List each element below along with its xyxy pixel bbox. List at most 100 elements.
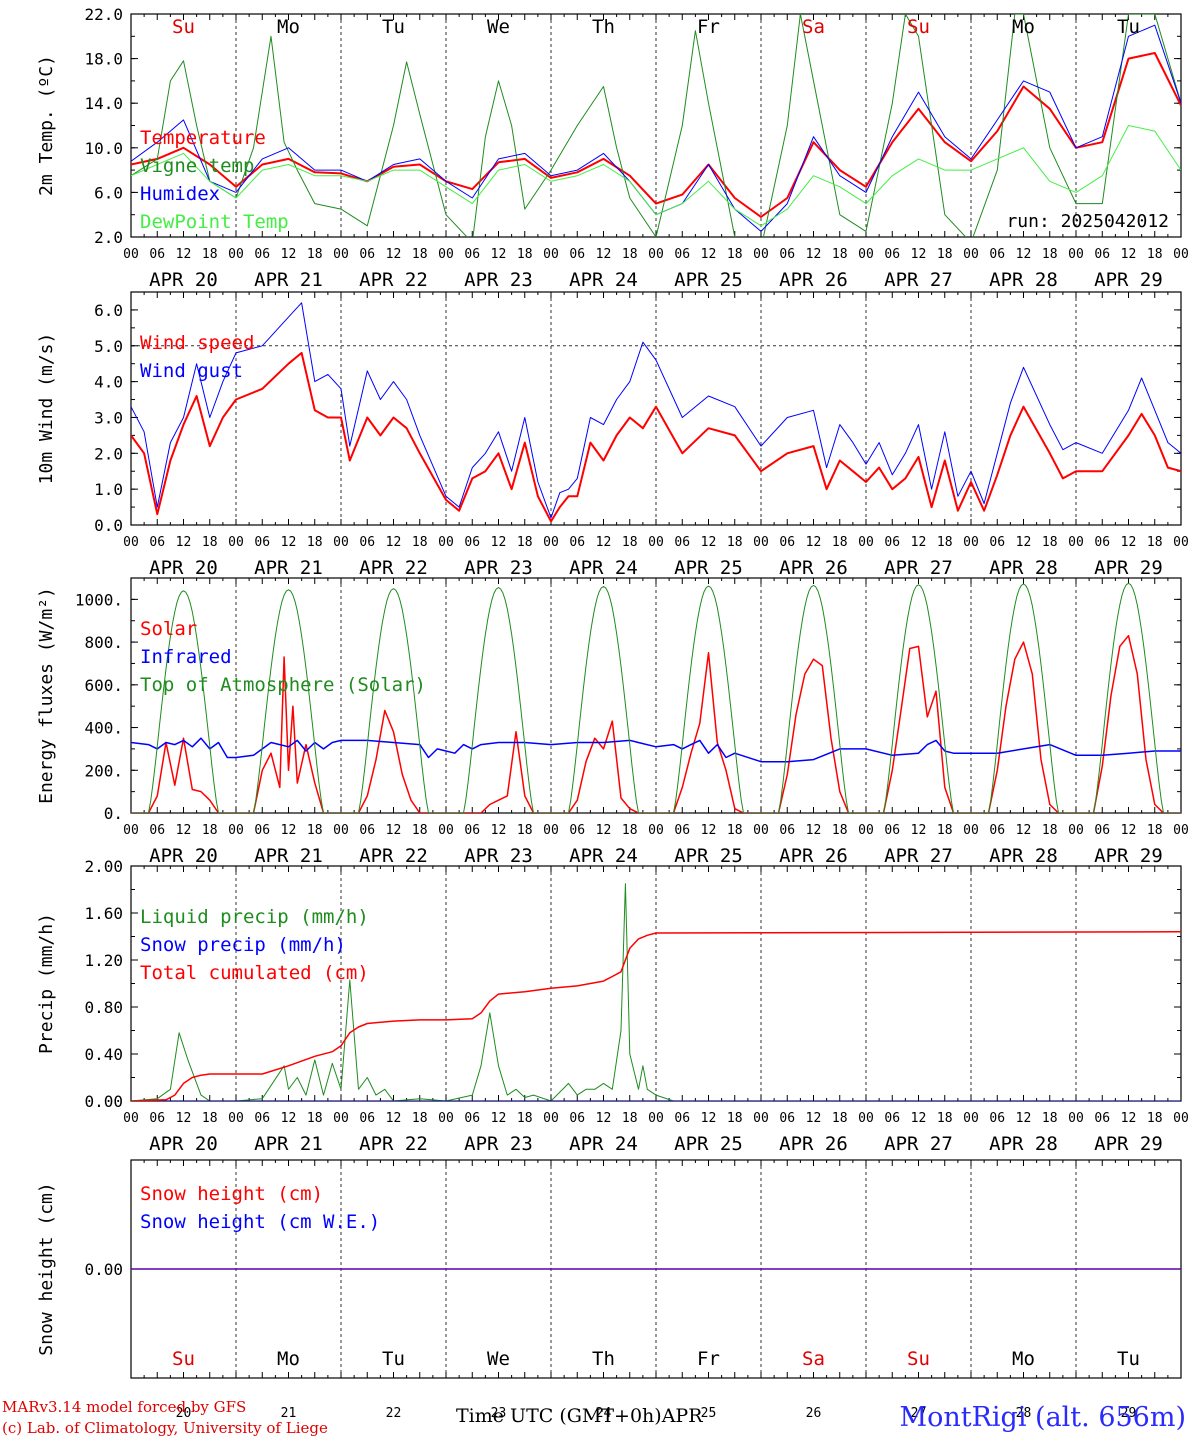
y-tick-label: 6.0 xyxy=(94,183,123,202)
x-hour-label: 00 xyxy=(333,535,349,550)
x-hour-label: 12 xyxy=(806,535,822,550)
x-hour-label: 18 xyxy=(937,535,953,550)
x-hour-label: 06 xyxy=(779,823,795,838)
x-hour-label: 12 xyxy=(386,823,402,838)
x-hour-label: 06 xyxy=(674,247,690,262)
x-hour-label: 00 xyxy=(1068,247,1084,262)
x-hour-label: 12 xyxy=(1121,535,1137,550)
y-tick-label: 5.0 xyxy=(94,337,123,356)
x-hour-label: 00 xyxy=(858,823,874,838)
legend-entry: Snow height (cm W.E.) xyxy=(140,1211,380,1233)
y-tick-label: 3.0 xyxy=(94,408,123,427)
x-hour-label: 12 xyxy=(911,535,927,550)
x-hour-label: 00 xyxy=(543,823,559,838)
x-hour-label: 00 xyxy=(228,823,244,838)
x-hour-label: 12 xyxy=(491,1111,507,1126)
y-tick-label: 600. xyxy=(84,676,123,695)
x-hour-label: 12 xyxy=(1016,823,1032,838)
x-day-label: APR 21 xyxy=(254,557,323,579)
x-hour-label: 12 xyxy=(281,247,297,262)
y-tick-label: 2.0 xyxy=(94,444,123,463)
weekday-label: Th xyxy=(592,16,615,38)
legend-entry: Liquid precip (mm/h) xyxy=(140,906,369,928)
x-hour-label: 06 xyxy=(989,535,1005,550)
x-hour-label: 00 xyxy=(543,1111,559,1126)
x-hour-label: 12 xyxy=(491,823,507,838)
x-hour-label: 06 xyxy=(149,823,165,838)
x-hour-label: 06 xyxy=(989,1111,1005,1126)
x-day-label: APR 27 xyxy=(884,1133,953,1155)
x-hour-label: 18 xyxy=(517,535,533,550)
x-hour-label: 06 xyxy=(674,823,690,838)
y-axis-title: Energy fluxes (W/m²) xyxy=(36,587,57,804)
x-day-label: APR 27 xyxy=(884,845,953,867)
x-hour-label: 12 xyxy=(911,1111,927,1126)
x-hour-label: 12 xyxy=(281,823,297,838)
x-hour-label: 18 xyxy=(517,1111,533,1126)
y-tick-label: 0.40 xyxy=(84,1045,123,1064)
x-day-number: 21 xyxy=(281,1406,297,1421)
precip-panel: 0.00 0.40 0.80 1.20 1.60 2.00 Precip (mm/h) Liq… xyxy=(36,857,1189,1155)
series-line-total-cumulated-cm- xyxy=(131,931,1181,1101)
weekday-label: Tu xyxy=(382,16,405,38)
x-hour-label: 18 xyxy=(1147,1111,1163,1126)
x-hour-label: 06 xyxy=(254,247,270,262)
x-day-label: APR 24 xyxy=(569,557,638,579)
x-hour-label: 12 xyxy=(176,823,192,838)
x-hour-label: 18 xyxy=(832,1111,848,1126)
x-hour-label: 12 xyxy=(1121,247,1137,262)
x-day-label: APR 20 xyxy=(149,1133,218,1155)
x-hour-label: 18 xyxy=(622,535,638,550)
energy-panel: 0. 200. 400. 600. 800. 1000. Energy fluxes (W/… xyxy=(36,577,1189,867)
y-tick-label: 2.00 xyxy=(84,857,123,876)
x-hour-label: 00 xyxy=(1068,1111,1084,1126)
x-hour-label: 06 xyxy=(779,535,795,550)
x-hour-label: 00 xyxy=(648,823,664,838)
x-day-label: APR 23 xyxy=(464,557,533,579)
legend-entry: Total cumulated (cm) xyxy=(140,962,369,984)
wind-panel: 0.0 1.0 2.0 3.0 4.0 5.0 6.0 10m Wind (m/s) Wind … xyxy=(36,291,1189,579)
x-hour-label: 18 xyxy=(307,1111,323,1126)
y-tick-label: 200. xyxy=(84,761,123,780)
weekday-label: Su xyxy=(172,1348,195,1370)
weekday-label: Sa xyxy=(802,1348,825,1370)
x-hour-label: 00 xyxy=(438,247,454,262)
x-hour-label: 00 xyxy=(438,1111,454,1126)
x-day-label: APR 23 xyxy=(464,269,533,291)
x-hour-label: 18 xyxy=(202,247,218,262)
x-hour-label: 12 xyxy=(491,535,507,550)
x-hour-label: 18 xyxy=(727,535,743,550)
x-day-label: APR 29 xyxy=(1094,269,1163,291)
x-hour-label: 06 xyxy=(464,535,480,550)
legend-entry: Wind gust xyxy=(140,360,243,382)
x-hour-label: 18 xyxy=(1147,247,1163,262)
x-hour-label: 12 xyxy=(1016,535,1032,550)
x-hour-label: 00 xyxy=(1068,535,1084,550)
y-tick-label: 1.20 xyxy=(84,951,123,970)
y-tick-label: 0.80 xyxy=(84,998,123,1017)
x-hour-label: 18 xyxy=(202,823,218,838)
x-hour-label: 00 xyxy=(1173,247,1189,262)
x-hour-label: 00 xyxy=(228,247,244,262)
x-day-label: APR 25 xyxy=(674,269,743,291)
x-hour-label: 06 xyxy=(989,247,1005,262)
x-hour-label: 12 xyxy=(911,247,927,262)
weekday-label: Fr xyxy=(697,1348,720,1370)
x-hour-label: 12 xyxy=(386,247,402,262)
weekday-label: Mo xyxy=(1012,16,1035,38)
y-tick-label: 1.60 xyxy=(84,904,123,923)
temp-panel: 2.0 6.0 10.0 14.0 18.0 22.0 2m Temp. (ºC) Tempe… xyxy=(36,5,1189,291)
x-hour-label: 06 xyxy=(569,535,585,550)
x-hour-label: 00 xyxy=(858,247,874,262)
x-day-label: APR 28 xyxy=(989,1133,1058,1155)
x-hour-label: 18 xyxy=(937,1111,953,1126)
x-hour-label: 12 xyxy=(281,535,297,550)
x-hour-label: 00 xyxy=(858,1111,874,1126)
x-hour-label: 12 xyxy=(1016,1111,1032,1126)
x-day-number: 25 xyxy=(701,1406,717,1421)
series-line-wind-speed xyxy=(131,351,1181,523)
x-hour-label: 00 xyxy=(963,535,979,550)
x-day-label: APR 22 xyxy=(359,269,428,291)
x-hour-label: 06 xyxy=(1094,535,1110,550)
x-day-label: APR 21 xyxy=(254,845,323,867)
